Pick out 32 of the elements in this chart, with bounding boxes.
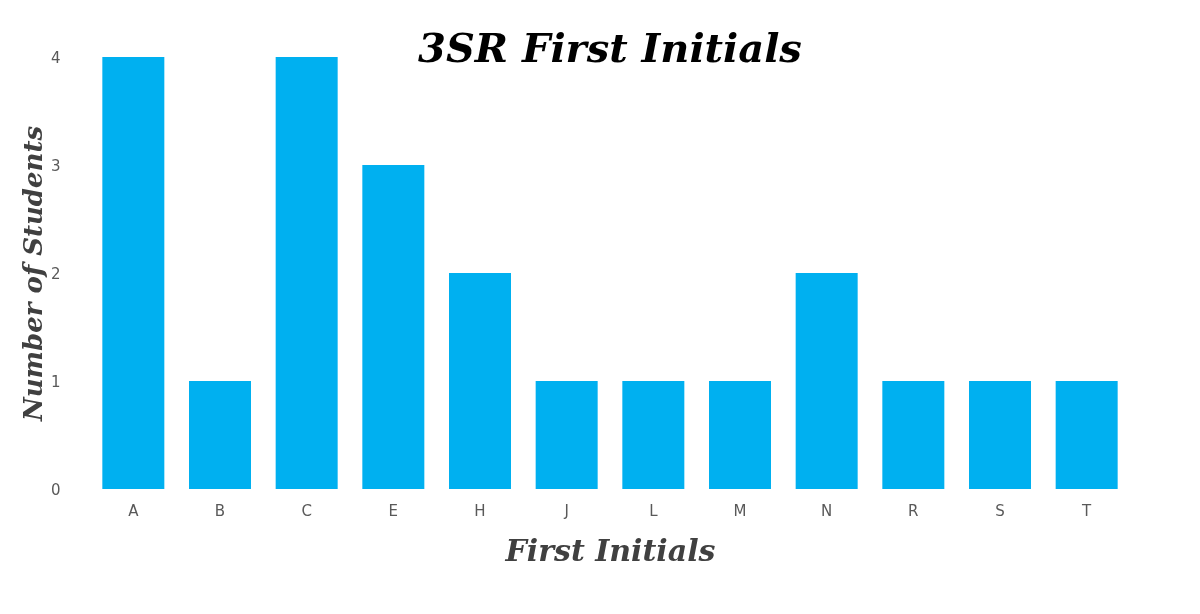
bar [102,57,165,489]
y-tick-label: 1 [50,372,61,391]
bar [969,381,1031,489]
x-tick-label: A [128,501,140,520]
x-axis-title: First Initials [504,532,716,568]
y-tick-label: 0 [50,480,61,499]
x-tick-label: J [563,501,569,520]
x-tick-label: E [388,501,399,520]
x-tick-label: T [1081,501,1093,520]
bar [362,165,425,489]
bar [449,273,511,489]
y-axis-title: Number of Students [17,125,48,423]
bar [535,381,598,489]
x-tick-label: C [301,501,312,520]
bar [795,273,858,489]
bar [622,381,685,489]
x-tick-label: R [908,501,919,520]
y-tick-label: 2 [50,264,61,283]
x-tick-label: M [733,501,747,520]
y-tick-label: 3 [50,156,61,175]
x-tick-label: L [649,501,659,520]
chart-title: 3SR First Initials [418,24,802,71]
bar [709,381,771,489]
bar [275,57,338,489]
y-tick-label: 4 [50,48,61,67]
x-tick-label: B [214,501,226,520]
bar [882,381,945,489]
x-tick-label: N [821,501,833,520]
x-tick-label: S [995,501,1005,520]
x-tick-label: H [474,501,486,520]
bar [1055,381,1118,489]
bar [189,381,251,489]
